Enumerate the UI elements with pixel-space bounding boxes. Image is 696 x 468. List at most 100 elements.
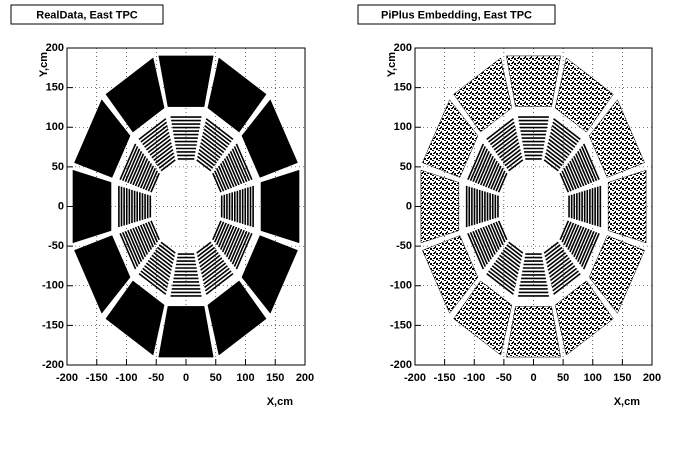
pad-row — [139, 163, 153, 189]
x-tick-label: -150 — [86, 372, 108, 384]
pad-row — [158, 155, 175, 169]
pad-row — [477, 153, 492, 185]
pad-row — [153, 145, 173, 161]
pad-row — [565, 223, 577, 248]
y-tick-label: 50 — [400, 161, 412, 173]
pad-row — [140, 270, 168, 292]
pad-row — [151, 142, 172, 159]
x-tick-label: -50 — [496, 372, 512, 384]
pad-row — [197, 152, 216, 167]
pad-row — [219, 224, 233, 250]
pad-row — [547, 254, 568, 271]
pad-row — [571, 226, 585, 255]
outer-sector — [588, 235, 645, 314]
pad-row — [497, 257, 519, 275]
pad-row — [495, 221, 506, 243]
y-tick-label: 150 — [394, 82, 412, 94]
pad-row — [150, 220, 160, 241]
pad-row — [155, 148, 174, 164]
pad-row — [575, 153, 590, 185]
pad-row — [137, 225, 151, 253]
pad-row — [129, 153, 145, 185]
pad-row — [500, 252, 521, 268]
pad-row — [559, 172, 570, 193]
pad-row — [235, 143, 253, 180]
x-tick-label: 200 — [643, 372, 661, 384]
pad-row — [565, 165, 577, 190]
x-tick-label: 100 — [584, 372, 602, 384]
pad-row — [561, 170, 572, 192]
pad-row — [231, 148, 248, 183]
pad-row — [546, 252, 567, 268]
pad-row — [545, 246, 563, 261]
y-tick-label: -150 — [390, 319, 412, 331]
pad-row — [121, 146, 139, 182]
pad-row — [486, 272, 514, 295]
x-axis-label: X,cm — [267, 396, 294, 408]
pad-row — [575, 228, 590, 260]
pad-row — [200, 257, 223, 275]
pad-row — [155, 249, 174, 265]
x-tick-label: 150 — [266, 372, 284, 384]
y-tick-label: -50 — [396, 240, 412, 252]
pad-row — [153, 252, 173, 268]
pad-row — [489, 124, 516, 146]
pad-row — [197, 246, 216, 261]
pad-row — [491, 128, 517, 148]
outer-sector — [207, 280, 267, 356]
y-tick-label: -100 — [390, 280, 412, 292]
pad-row — [205, 272, 234, 295]
pad-row — [491, 265, 517, 285]
pad-row — [202, 131, 227, 151]
y-tick-label: 150 — [46, 82, 64, 94]
pad-row — [504, 152, 522, 167]
pad-row — [488, 270, 515, 292]
pad-row — [553, 272, 581, 295]
pad-row — [499, 254, 520, 271]
pad-row — [235, 233, 253, 270]
y-axis-label: Y,cm — [386, 52, 398, 77]
pad-row — [561, 221, 572, 243]
pad-row — [489, 267, 516, 289]
pad-row — [142, 223, 155, 248]
pad-row — [203, 128, 228, 148]
pad-row — [151, 254, 172, 271]
pad-row — [216, 222, 227, 245]
outer-sector — [588, 99, 645, 178]
pad-row — [579, 148, 595, 183]
pad-row — [497, 138, 519, 156]
pad-row — [488, 121, 515, 143]
pad-row — [145, 131, 170, 151]
pad-row — [506, 155, 523, 169]
pad-row — [200, 142, 221, 159]
outer-sector — [158, 55, 214, 107]
pad-row — [495, 259, 518, 278]
pad-row — [582, 233, 600, 270]
pad-row — [145, 262, 170, 282]
pad-row — [212, 172, 222, 193]
pad-row — [221, 160, 235, 188]
y-tick-label: 0 — [406, 200, 412, 212]
pad-row — [149, 257, 172, 275]
pad-row — [140, 121, 168, 143]
pad-row — [214, 221, 225, 243]
pad-row — [199, 145, 219, 161]
pad-row — [502, 249, 521, 265]
x-tick-label: 150 — [613, 372, 631, 384]
pad-row — [214, 170, 225, 192]
pad-row — [204, 124, 230, 146]
pad-row — [567, 224, 580, 250]
x-axis-label: X,cm — [614, 396, 641, 408]
pad-row — [233, 146, 251, 182]
pad-row — [197, 244, 214, 258]
outer-sector — [422, 235, 479, 314]
pad-row — [482, 158, 496, 187]
pad-row — [124, 148, 141, 183]
outer-sector — [453, 57, 513, 133]
pad-row — [160, 159, 176, 172]
pad-row — [217, 165, 230, 190]
pad-row — [119, 143, 137, 180]
pad-row — [198, 148, 217, 164]
pad-row — [569, 225, 582, 253]
pad-row — [217, 223, 230, 248]
